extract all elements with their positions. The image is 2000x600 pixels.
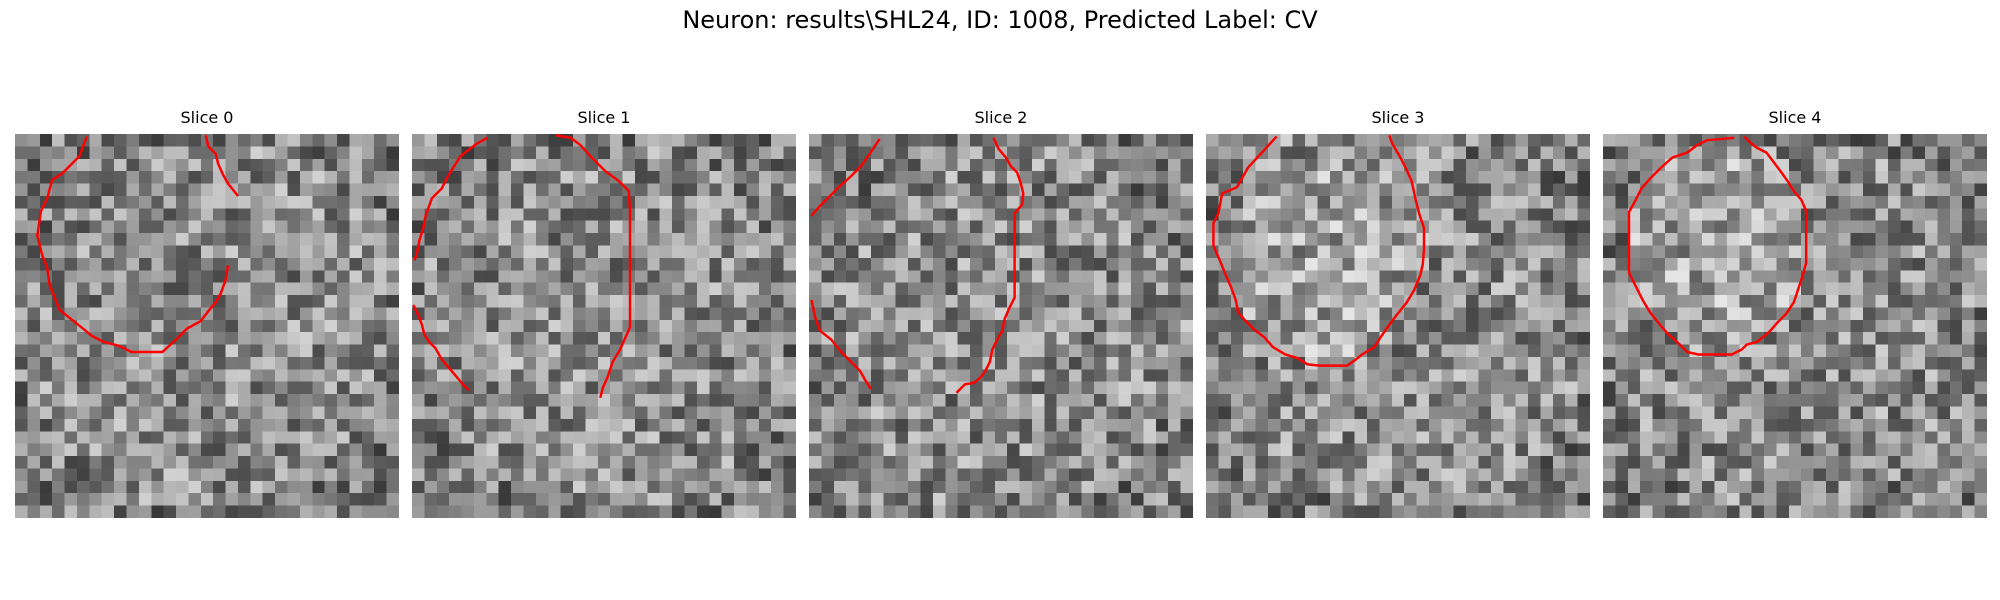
slice-image-3 xyxy=(1206,134,1590,518)
slice-title-0: Slice 0 xyxy=(180,108,234,127)
roi-contour xyxy=(204,134,239,197)
slice-title-4: Slice 4 xyxy=(1768,108,1822,127)
roi-contour xyxy=(955,137,1025,394)
slice-image-4 xyxy=(1603,134,1987,518)
figure-title: Neuron: results\SHL24, ID: 1008, Predict… xyxy=(682,6,1318,34)
slice-image-0 xyxy=(15,134,399,518)
slice-title-3: Slice 3 xyxy=(1371,108,1425,127)
roi-contour xyxy=(412,304,470,392)
roi-contour xyxy=(36,136,230,354)
slice-image-1 xyxy=(412,134,796,518)
roi-contour xyxy=(810,138,881,217)
roi-contour xyxy=(1212,134,1426,367)
roi-contour xyxy=(1627,135,1808,356)
roi-contour xyxy=(810,299,872,390)
slice-title-2: Slice 2 xyxy=(974,108,1028,127)
roi-contour xyxy=(413,136,489,261)
slice-title-1: Slice 1 xyxy=(577,108,631,127)
slice-image-2 xyxy=(809,134,1193,518)
roi-contour xyxy=(555,134,632,399)
